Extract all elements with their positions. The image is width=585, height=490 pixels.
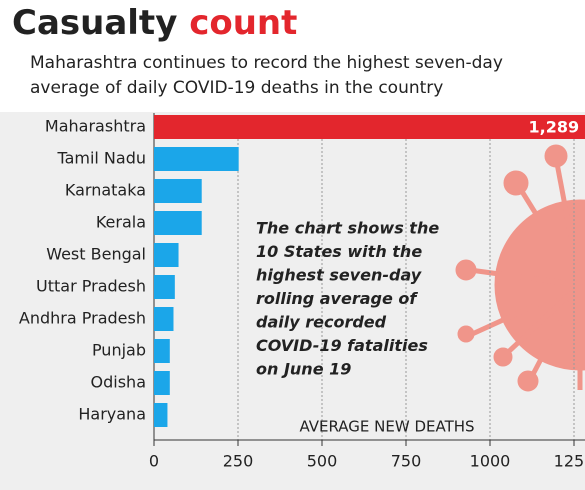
y-tick-label: Kerala — [96, 213, 146, 232]
bar — [154, 275, 175, 299]
title-accent: count — [189, 3, 297, 43]
x-tick-label: 250 — [223, 452, 254, 471]
annotation: rolling average of — [256, 289, 418, 308]
annotation: 10 States with the — [256, 242, 422, 261]
y-tick-label: Maharashtra — [45, 117, 146, 136]
bar — [154, 307, 173, 331]
subtitle: average of daily COVID-19 deaths in the … — [30, 78, 443, 98]
bar — [154, 147, 239, 171]
y-tick-label: Punjab — [92, 341, 146, 360]
bar — [154, 403, 167, 427]
bar — [154, 243, 179, 267]
bar — [154, 371, 170, 395]
annotation: on June 19 — [256, 360, 351, 379]
x-tick-label: 1000 — [470, 452, 511, 471]
bar — [154, 339, 170, 363]
bar — [154, 115, 585, 139]
y-tick-label: Karnataka — [65, 181, 146, 200]
subtitle: Maharashtra continues to record the high… — [30, 53, 503, 73]
annotation: highest seven-day — [256, 266, 422, 285]
x-tick-label: 500 — [307, 452, 338, 471]
annotation: The chart shows the — [256, 219, 439, 238]
chart-title: Casualty count — [12, 3, 297, 43]
y-tick-label: Haryana — [78, 405, 146, 424]
bar — [154, 179, 202, 203]
bar — [154, 211, 202, 235]
annotation: COVID-19 fatalities — [256, 336, 428, 355]
x-axis-label: AVERAGE NEW DEATHS — [299, 418, 474, 436]
x-tick-label: 750 — [391, 452, 422, 471]
y-tick-label: Andhra Pradesh — [19, 309, 146, 328]
title-main: Casualty — [12, 3, 177, 43]
y-tick-label: Uttar Pradesh — [36, 277, 146, 296]
chart: Casualty count Maharashtra continues to … — [0, 0, 585, 490]
x-tick-label: 0 — [149, 452, 159, 471]
y-tick-label: Tamil Nadu — [56, 149, 146, 168]
x-tick-label: 1250 — [554, 452, 585, 471]
y-tick-label: West Bengal — [46, 245, 146, 264]
annotation: daily recorded — [256, 313, 387, 332]
value-label: 1,289 — [528, 118, 579, 137]
y-tick-label: Odisha — [91, 373, 146, 392]
